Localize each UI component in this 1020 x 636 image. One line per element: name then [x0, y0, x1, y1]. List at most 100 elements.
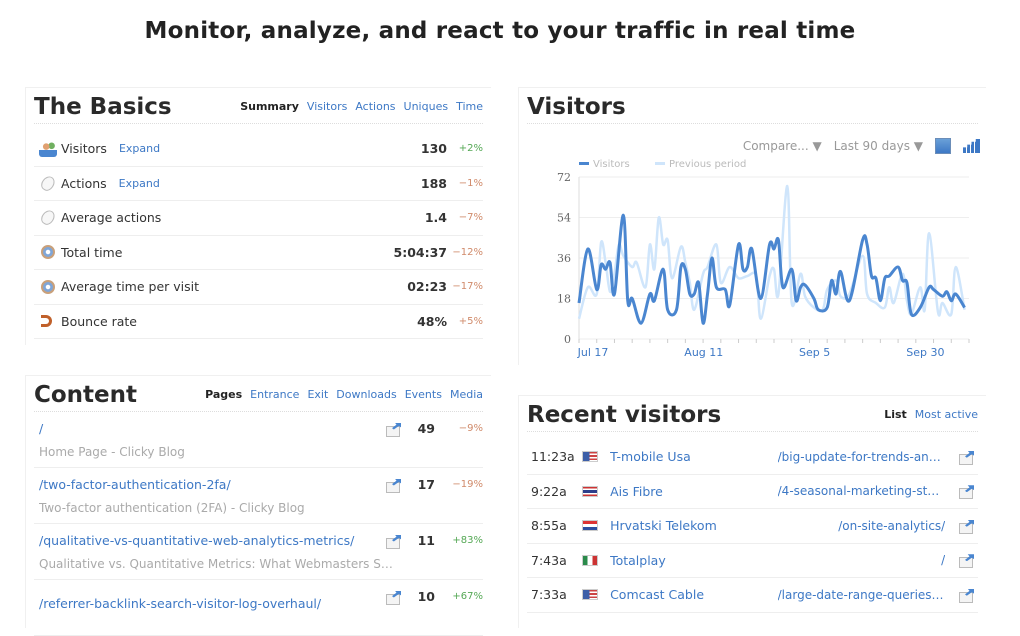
flag-hr-icon: [582, 520, 599, 532]
export-icon[interactable]: [935, 138, 951, 154]
x-tick-label: Aug 11: [684, 346, 723, 359]
tab-entrance[interactable]: Entrance: [250, 388, 300, 401]
page-link[interactable]: /referrer-backlink-search-visitor-log-ov…: [39, 595, 322, 611]
metric-value: 02:23: [407, 279, 447, 295]
basics-header: The Basics Summary Visitors Actions Uniques…: [34, 88, 483, 124]
visitor-isp-link[interactable]: Hrvatski Telekom: [610, 518, 717, 534]
visitors-title: Visitors: [527, 94, 626, 120]
basics-panel: The Basics Summary Visitors Actions Uniques…: [25, 87, 491, 345]
mouse-icon: [38, 173, 58, 193]
legend-label: Visitors: [593, 159, 630, 170]
recent-tabs: List Most active: [884, 408, 978, 429]
basics-row-bounce-rate: Bounce rate 48% +5%: [34, 305, 483, 339]
flag-th-icon: [582, 485, 599, 497]
visitor-isp-link[interactable]: Comcast Cable: [610, 587, 705, 603]
content-title: Content: [34, 382, 138, 408]
visitor-page-link[interactable]: /big-update-for-trends-and-…: [777, 449, 946, 464]
metric-label: Actions: [61, 175, 107, 191]
visitor-page-link[interactable]: /large-date-range-queries-n…: [777, 587, 946, 602]
content-row: / Home Page - Clicky Blog 49 −9%: [34, 412, 483, 468]
tab-most-active[interactable]: Most active: [914, 408, 978, 421]
visitor-isp-link[interactable]: T-mobile Usa: [610, 449, 691, 465]
tab-downloads[interactable]: Downloads: [336, 388, 397, 401]
visitor-row: 7:33a Comcast Cable/large-date-range-quer…: [527, 578, 978, 613]
visitor-page-link[interactable]: /: [941, 553, 946, 568]
visitor-page-link[interactable]: /4-seasonal-marketing-stats…: [777, 484, 946, 499]
metric-label: Average time per visit: [61, 279, 200, 295]
visit-time: 7:33a: [531, 587, 567, 603]
metric-value: 5:04:37: [393, 244, 448, 260]
external-link-icon[interactable]: [386, 423, 401, 437]
page-title: Two-factor authentication (2FA) - Clicky…: [39, 500, 305, 515]
visitors-icon: [39, 140, 57, 157]
visitor-isp-link[interactable]: Ais Fibre: [610, 483, 663, 499]
metric-change: −1%: [458, 177, 483, 189]
tab-media[interactable]: Media: [449, 388, 483, 401]
y-tick-label: 36: [557, 252, 571, 265]
tab-time[interactable]: Time: [456, 100, 483, 113]
metric-change: +5%: [458, 315, 483, 327]
visit-time: 7:43a: [531, 552, 567, 568]
basics-row-visitors: Visitors Expand 130 +2%: [34, 132, 483, 167]
metric-change: −12%: [452, 246, 483, 258]
y-tick-label: 54: [557, 212, 571, 225]
expand-link[interactable]: Expand: [118, 142, 161, 156]
y-tick-label: 0: [564, 333, 571, 346]
y-tick-label: 72: [557, 171, 571, 184]
content-row: /qualitative-vs-quantitative-web-analyti…: [34, 524, 483, 580]
metric-label: Bounce rate: [61, 313, 137, 329]
visitors-panel: Visitors Compare... ▼ Last 90 days ▼ 0 18…: [518, 87, 986, 365]
tab-visitors[interactable]: Visitors: [306, 100, 348, 113]
page-link[interactable]: /two-factor-authentication-2fa/: [39, 476, 231, 492]
basics-row-total-time: Total time 5:04:37 −12%: [34, 236, 483, 270]
clock-icon: [41, 279, 55, 294]
page-link[interactable]: /qualitative-vs-quantitative-web-analyti…: [39, 532, 355, 548]
visitors-chart: 0 18 36 54 72 Jul 17 Aug 11 Sep 5 Sep 30 Visitors…: [557, 159, 970, 359]
compare-dropdown[interactable]: Compare... ▼: [742, 139, 822, 153]
content-row-stats: 49 −9%: [386, 421, 483, 437]
clock-icon: [41, 245, 55, 260]
tab-actions[interactable]: Actions: [355, 100, 396, 113]
legend-swatch: [579, 162, 589, 165]
tab-uniques[interactable]: Uniques: [403, 100, 449, 113]
content-row-stats: 10 +67%: [386, 589, 483, 605]
metric-value: 130: [420, 141, 447, 157]
page-link[interactable]: /: [39, 420, 44, 436]
external-link-icon[interactable]: [959, 520, 974, 534]
tab-events[interactable]: Events: [404, 388, 442, 401]
page-count: 49: [417, 421, 435, 436]
external-link-icon[interactable]: [959, 589, 974, 603]
recent-panel: Recent visitors List Most active 11:23a T-…: [518, 395, 986, 628]
external-link-icon[interactable]: [959, 485, 974, 500]
external-link-icon[interactable]: [386, 591, 401, 605]
x-tick-label: Sep 5: [799, 346, 830, 359]
external-link-icon[interactable]: [386, 535, 401, 549]
visit-time: 9:22a: [531, 483, 567, 499]
expand-link[interactable]: Expand: [118, 176, 160, 190]
metric-label: Total time: [61, 244, 123, 260]
basics-row-average-actions: Average actions 1.4 −7%: [34, 201, 483, 236]
content-list: / Home Page - Clicky Blog 49 −9% /two-factor…: [34, 412, 483, 636]
tab-pages[interactable]: Pages: [205, 388, 243, 401]
content-panel: Content Pages Entrance Exit Downloads Events…: [25, 375, 491, 636]
recent-title: Recent visitors: [527, 402, 722, 428]
page-count: 10: [417, 589, 435, 604]
page-change: −9%: [458, 423, 483, 434]
external-link-icon[interactable]: [959, 451, 974, 465]
page-change: −19%: [452, 479, 483, 490]
tab-exit[interactable]: Exit: [307, 388, 329, 401]
basics-list: Visitors Expand 130 +2% Actions Expand 188 −1% A…: [34, 132, 483, 339]
range-dropdown[interactable]: Last 90 days ▼: [833, 139, 923, 153]
legend-label: Previous period: [669, 159, 746, 170]
recent-list: 11:23a T-mobile Usa/big-update-for-trends…: [527, 440, 978, 613]
external-link-icon[interactable]: [959, 554, 974, 569]
visitors-header: Visitors: [527, 88, 978, 124]
visit-time: 8:55a: [531, 518, 567, 534]
visitor-page-link[interactable]: /on-site-analytics/: [838, 518, 946, 533]
metric-value: 48%: [417, 313, 447, 329]
external-link-icon[interactable]: [386, 479, 401, 493]
visitor-isp-link[interactable]: Totalplay: [610, 552, 666, 568]
tab-summary[interactable]: Summary: [240, 100, 299, 113]
tab-list[interactable]: List: [884, 408, 907, 421]
bar-chart-icon[interactable]: [963, 139, 980, 153]
